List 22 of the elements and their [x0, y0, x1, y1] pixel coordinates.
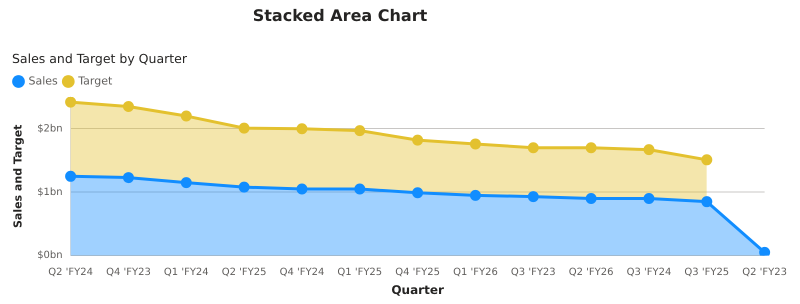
x-tick-label: Q3 'FY24 — [626, 267, 672, 278]
x-tick-label: Q4 'FY24 — [280, 267, 324, 278]
x-tick-label: Q4 'FY23 — [106, 267, 151, 278]
y-axis-title: Sales and Target — [11, 124, 24, 228]
y-tick-label: $1bn — [37, 186, 63, 198]
y-tick-label: $0bn — [37, 250, 63, 262]
x-tick-label: Q1 'FY25 — [337, 267, 382, 278]
chart-title: Stacked Area Chart — [252, 6, 428, 25]
legend-label: Target — [77, 74, 113, 88]
chart-subtitle: Sales and Target by Quarter — [12, 51, 187, 66]
x-tick-label: Q2 'FY24 — [48, 267, 93, 278]
x-tick-label: Q3 'FY25 — [684, 267, 730, 278]
x-axis-title: Quarter — [391, 282, 444, 297]
x-tick-label: Q2 'FY23 — [742, 267, 787, 278]
x-tick-label: Q1 'FY26 — [453, 267, 498, 278]
legend-label: Sales — [28, 74, 58, 88]
y-tick-label: $2bn — [37, 123, 63, 134]
x-tick-label: Q2 'FY26 — [568, 267, 614, 278]
x-tick-label: Q2 'FY25 — [222, 267, 266, 278]
x-tick-label: Q1 'FY24 — [164, 267, 209, 278]
x-tick-label: Q3 'FY23 — [510, 267, 556, 278]
x-tick-label: Q4 'FY25 — [395, 267, 440, 278]
